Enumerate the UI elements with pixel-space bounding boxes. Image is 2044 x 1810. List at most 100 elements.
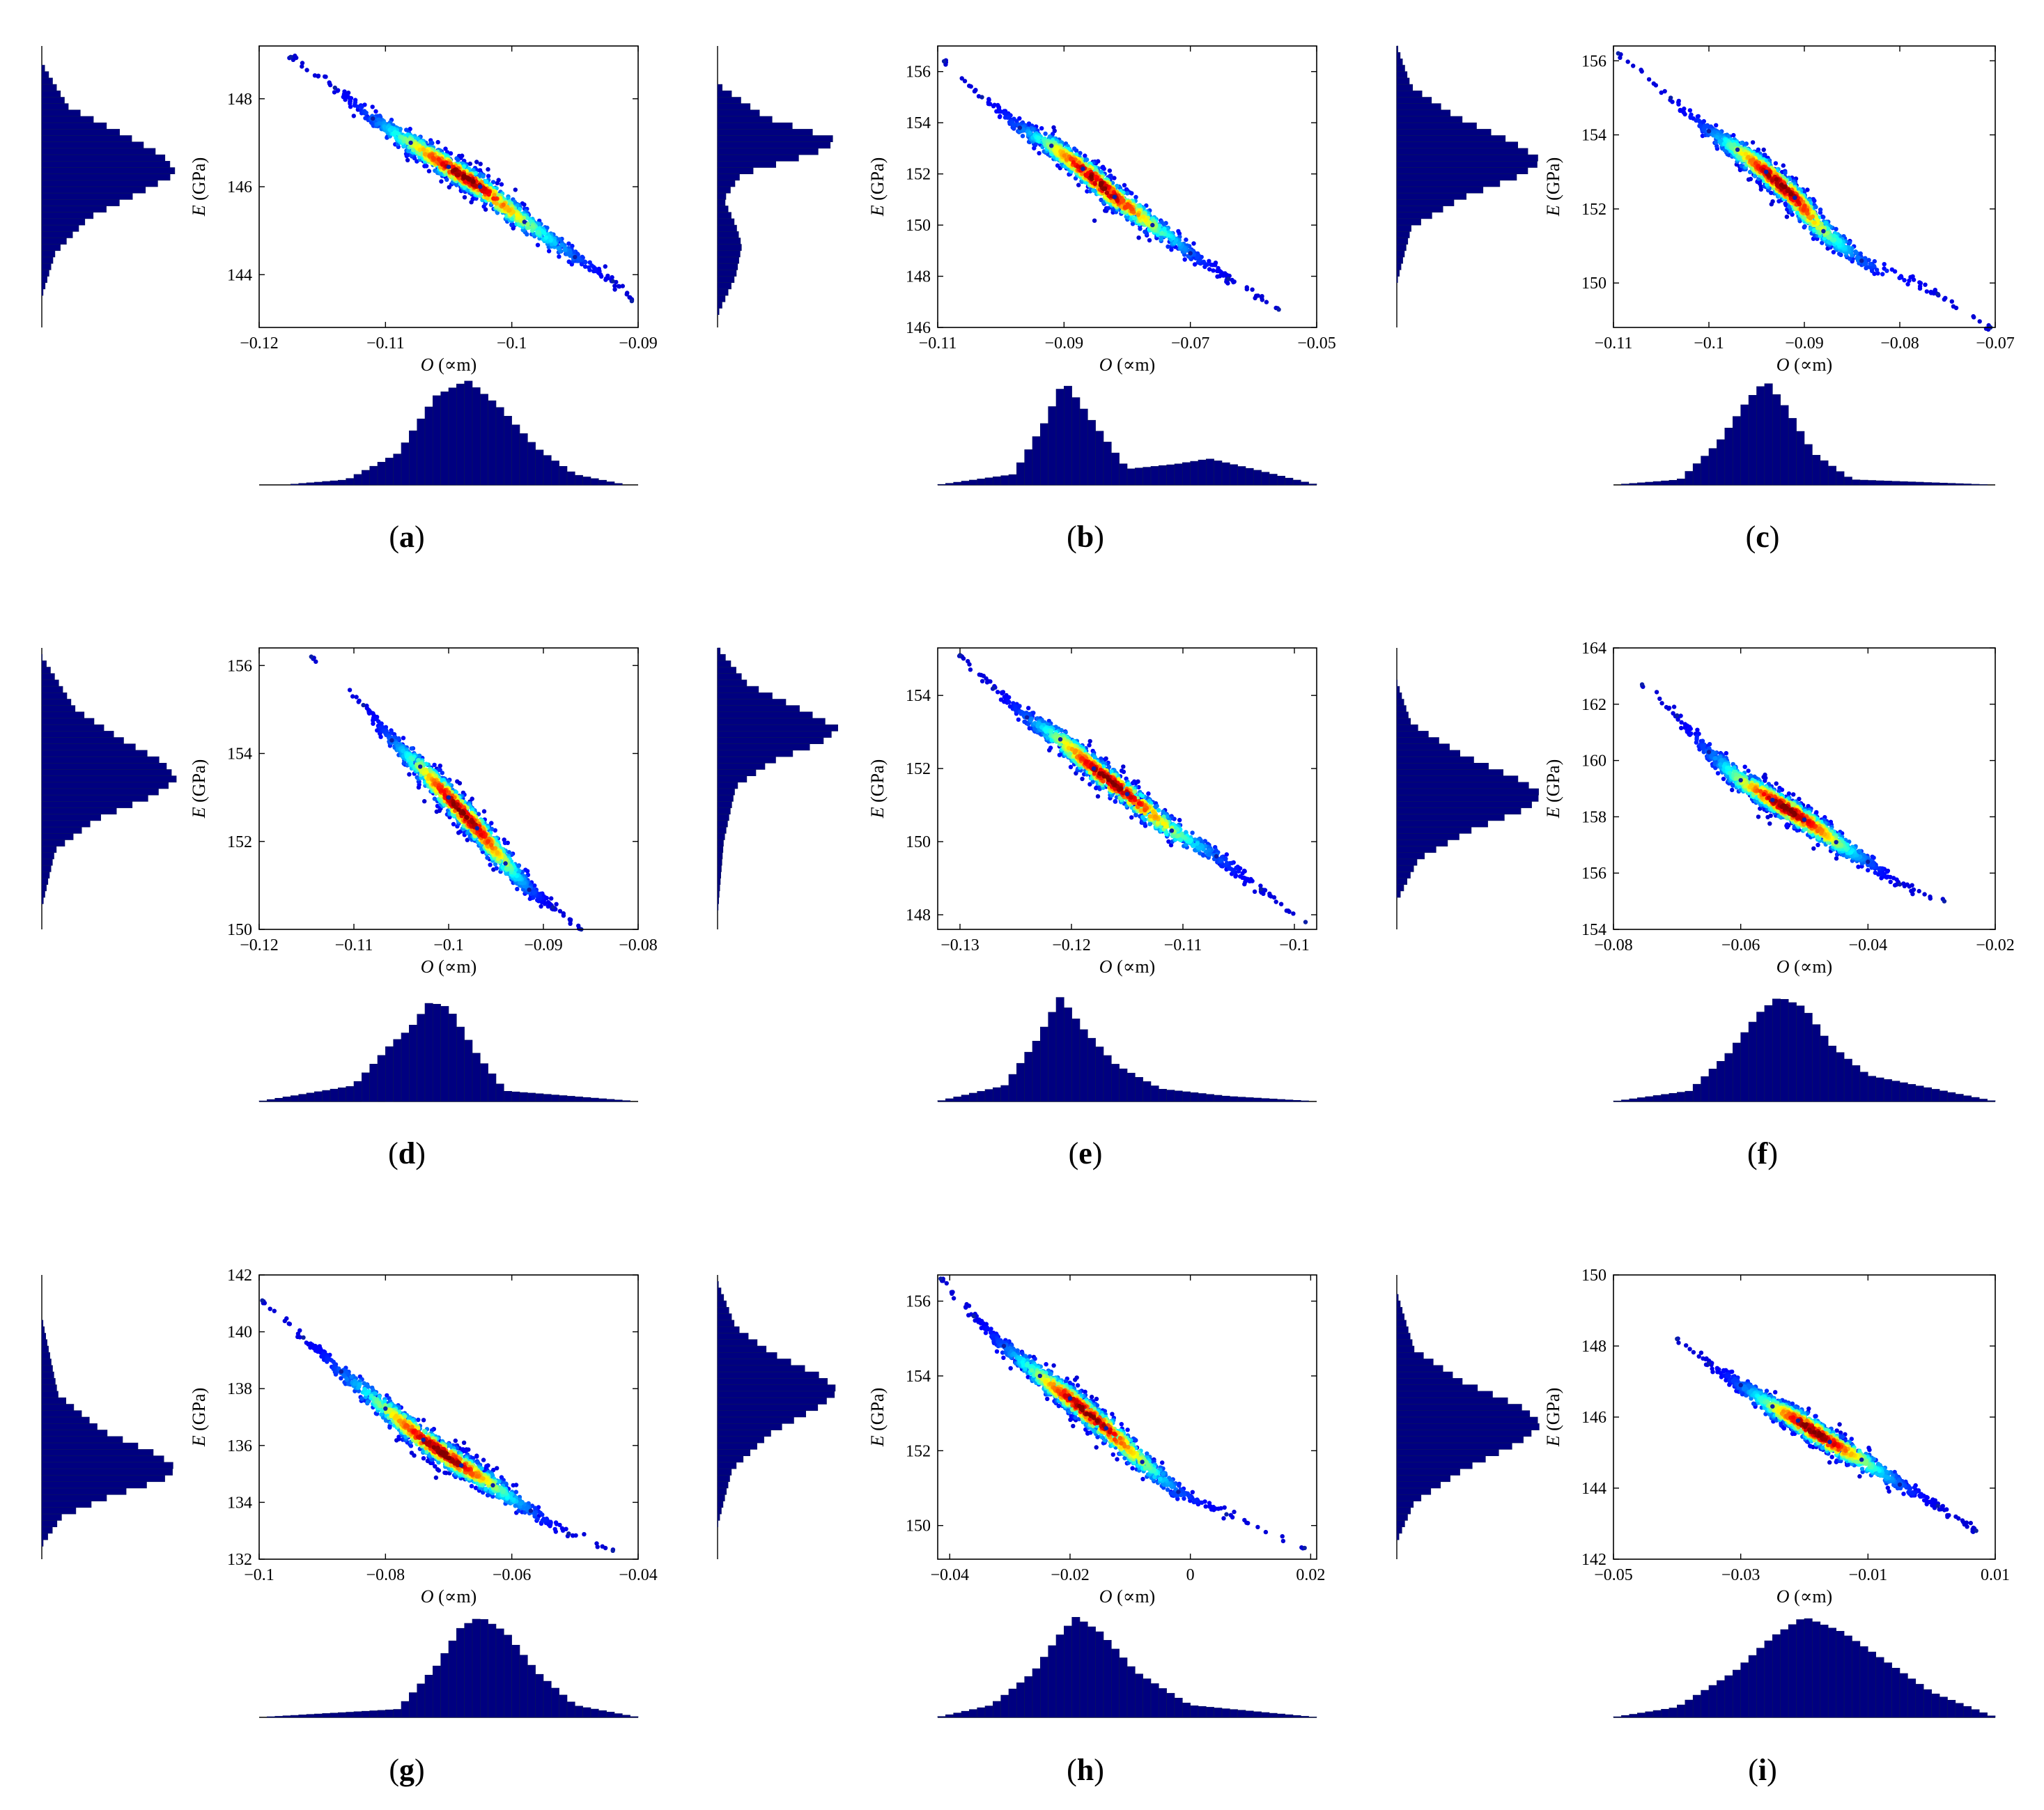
scatter-point [514,212,520,217]
scatter-point [490,180,496,185]
histogram-bar [1064,385,1072,486]
panel-label-close: ) [1094,520,1104,554]
histogram-bar [1237,466,1246,486]
histogram-bar [1396,250,1405,258]
scatter-point [1276,307,1281,312]
y-axis-variable: E [867,205,888,217]
histogram-bar [717,116,773,123]
scatter-point [616,284,621,288]
scatter-point [398,126,403,132]
scatter-point [439,179,444,184]
panel-label-close: ) [415,520,425,554]
scatter-point [1774,177,1779,182]
scatter-point [495,180,500,185]
scatter-point [348,99,353,104]
histogram-bar [41,91,61,98]
x-tick-label: −0.11 [366,334,405,353]
panel-label-letter: a [399,520,415,554]
scatter-point [603,276,609,281]
histogram-bar [1396,71,1408,79]
histogram-bar [1396,122,1477,130]
histogram-bar [41,109,81,117]
panel-label-close: ) [1770,520,1780,554]
scatter-point [1764,169,1769,174]
histogram-bar [1963,484,1972,486]
scatter-point [492,192,497,198]
histogram-bar [1292,479,1301,486]
scatter-point [502,840,508,846]
scatter-point [1250,287,1255,292]
histogram-bar [1621,484,1630,486]
x-axis-title: O (∝m) [1776,355,1832,375]
scatter-point [522,219,527,224]
histogram-bar [1396,199,1455,206]
histogram-bar [1637,482,1646,486]
histogram-bar [1875,480,1884,486]
histogram-bar [717,301,722,309]
scatter-point [1138,226,1143,231]
scatter-point [371,116,375,121]
histogram-bar [41,276,47,283]
scatter-point [1676,102,1681,107]
y-tick-label: 154 [1581,127,1606,145]
scatter-point [481,809,487,814]
histogram-bar [41,161,171,168]
y-tick-label: 150 [906,217,931,235]
scatter-point [424,164,429,169]
histogram-bar [1285,477,1294,486]
scatter-point [1211,268,1216,273]
histogram-bar [41,288,44,296]
y-axis-title: E (GPa) [189,157,209,217]
histogram-bar [41,84,57,91]
histogram-bar [717,206,729,212]
scatter-point [354,695,359,699]
scatter-point [482,186,487,191]
histogram-bar [717,97,741,104]
y-axis-variable: E [189,205,209,217]
scatter-point [562,247,568,253]
histogram-bar [41,192,133,200]
scatter-point [1943,295,1948,300]
x-axis-variable: O [1776,355,1790,375]
scatter-point [421,147,426,152]
y-tick-label: 144 [227,266,252,284]
histogram-bar [1253,470,1262,486]
scatter-point [1201,259,1207,264]
scatter-point [409,746,414,751]
scatter-point [1823,220,1828,226]
histogram-bar [1150,466,1159,486]
histogram-bar [1923,482,1933,486]
histogram-bar [1396,91,1423,98]
histogram-bar [41,122,107,130]
scatter-point [343,95,348,100]
histogram-bar [1645,481,1654,486]
axes-frame-c [1613,45,1996,328]
scatter-point [1889,267,1894,272]
histogram-bar [41,141,144,149]
scatter-point [1853,249,1858,254]
scatter-point [1107,168,1113,173]
scatter-point [1017,125,1023,130]
x-tick-label: −0.12 [240,334,279,353]
scatter-point [455,779,460,784]
histogram-bar [543,455,552,486]
scatter-point [1150,222,1155,228]
histogram-bar [377,461,386,486]
histogram-bar [1931,482,1940,486]
histogram-bar [1756,386,1765,486]
histogram-bar [717,218,735,226]
scatter-point [355,105,360,109]
histogram-bar [1135,467,1143,486]
histogram-bar [1396,103,1441,111]
histogram-bar [290,484,299,486]
scatter-point [1132,216,1137,221]
scatter-point [603,264,607,269]
scatter-point [471,179,476,184]
histogram-bar [1396,270,1400,277]
scatter-point [444,177,449,182]
histogram-bar [1396,206,1443,212]
histogram-bar [41,97,65,104]
scatter-point [1631,63,1636,68]
